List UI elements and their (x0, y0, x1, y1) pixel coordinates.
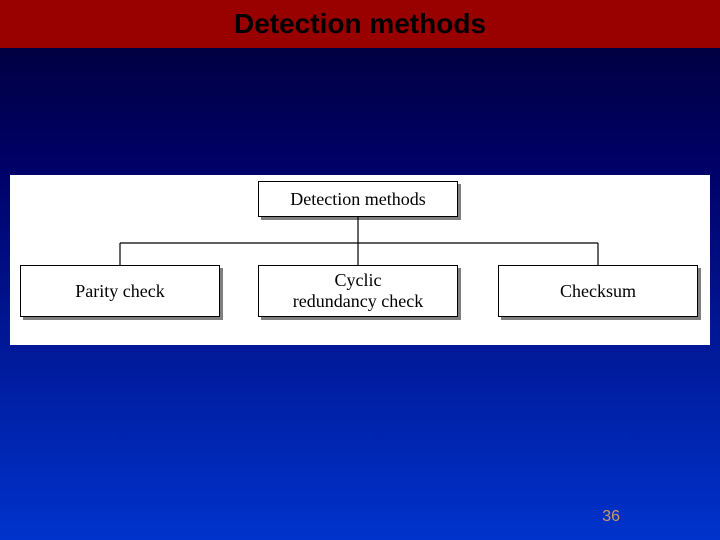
slide-title: Detection methods (234, 8, 486, 40)
title-bar: Detection methods (0, 0, 720, 48)
tree-node-root: Detection methods (258, 181, 458, 217)
tree-node-cksum: Checksum (498, 265, 698, 317)
tree-node-parity: Parity check (20, 265, 220, 317)
tree-node-crc: Cyclic redundancy check (258, 265, 458, 317)
diagram-area: Detection methods Parity check Cyclic redu… (10, 175, 710, 345)
page-number: 36 (602, 508, 620, 526)
